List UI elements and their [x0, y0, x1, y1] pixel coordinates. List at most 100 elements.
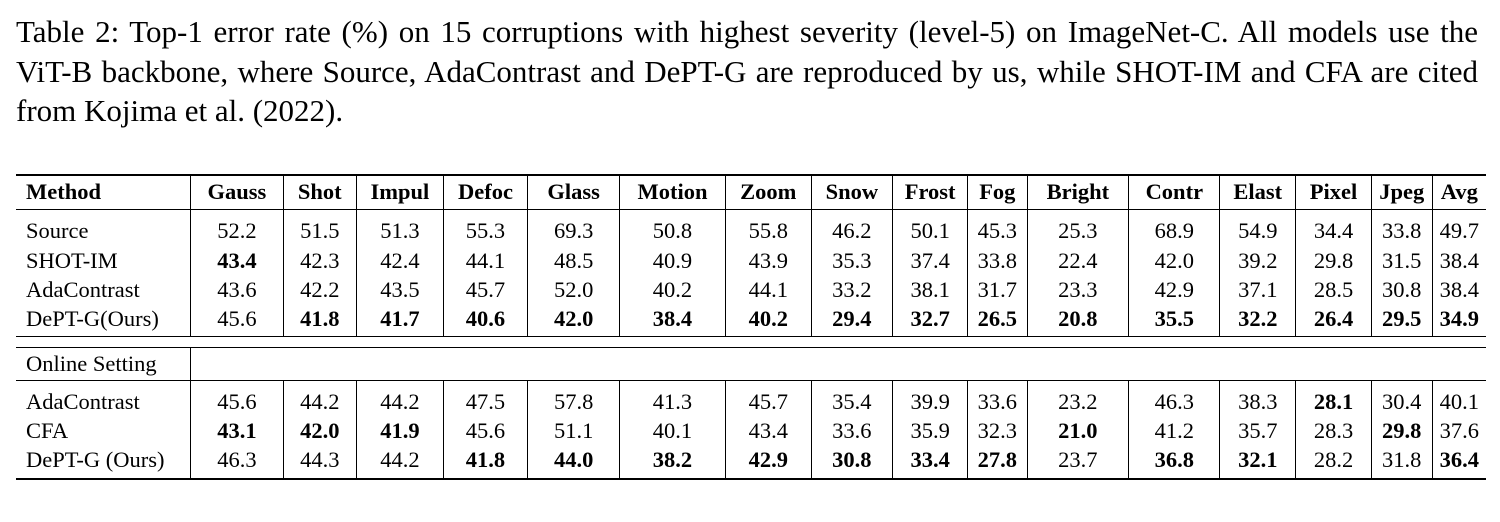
value-cell-motion: 40.2 [618, 274, 726, 305]
value-cell-shot: 42.2 [282, 274, 357, 305]
value-cell-jpeg: 31.8 [1370, 445, 1433, 480]
value-cell-shot: 41.8 [282, 304, 357, 338]
column-header-avg: Avg [1431, 174, 1486, 211]
column-header-frost: Frost [892, 174, 968, 211]
value-cell-defoc: 44.1 [442, 245, 528, 275]
value-cell-motion: 41.3 [618, 380, 726, 417]
value-cell-gauss: 45.6 [190, 380, 283, 417]
value-cell-motion: 40.1 [618, 416, 726, 446]
table-row: Source 52.2 51.5 51.3 55.3 69.3 50.8 55.8 46.2 50… [16, 209, 1486, 246]
value-cell-jpeg: 31.5 [1370, 245, 1433, 275]
value-cell-impul: 43.5 [356, 274, 444, 305]
method-cell: CFA [26, 418, 69, 444]
value-cell-frost: 50.1 [892, 209, 968, 246]
value-cell-gauss: 45.6 [190, 304, 283, 338]
value-cell-defoc: 47.5 [442, 380, 528, 417]
value-cell-avg: 37.6 [1431, 416, 1486, 446]
table-row: CFA 43.1 42.0 41.9 45.6 51.1 40.1 43.4 33.6 35.9 3… [16, 416, 1486, 446]
value-cell-glass: 51.1 [527, 416, 620, 446]
value-cell-bright: 20.8 [1026, 304, 1129, 338]
value-cell-impul: 41.7 [356, 304, 444, 338]
column-header-shot: Shot [282, 174, 357, 211]
value-cell-gauss: 46.3 [190, 445, 283, 480]
value-cell-pixel: 34.4 [1295, 209, 1372, 246]
value-cell-motion: 38.4 [618, 304, 726, 338]
value-cell-pixel: 28.3 [1295, 416, 1372, 446]
value-cell-fog: 31.7 [967, 274, 1027, 305]
value-cell-zoom: 42.9 [724, 445, 812, 480]
value-cell-defoc: 41.8 [442, 445, 528, 480]
value-cell-snow: 33.6 [810, 416, 893, 446]
value-cell-shot: 42.0 [282, 416, 357, 446]
method-cell: Source [26, 218, 89, 244]
column-header-bright: Bright [1026, 174, 1129, 211]
value-cell-pixel: 26.4 [1295, 304, 1372, 338]
results-table-container: Method Gauss Shot Impul Defoc Glass Motion Zoom… [16, 174, 1486, 480]
value-cell-shot: 44.3 [282, 445, 357, 480]
value-cell-motion: 38.2 [618, 445, 726, 480]
value-cell-fog: 33.8 [967, 245, 1027, 275]
value-cell-zoom: 55.8 [724, 209, 812, 246]
results-table: Method Gauss Shot Impul Defoc Glass Motion Zoom… [16, 174, 1486, 480]
table-row: SHOT-IM 43.4 42.3 42.4 44.1 48.5 40.9 43.9 35.3 3… [16, 245, 1486, 275]
value-cell-fog: 45.3 [967, 209, 1027, 246]
column-header-contr: Contr [1128, 174, 1220, 211]
value-cell-bright: 23.2 [1026, 380, 1129, 417]
method-cell: AdaContrast [26, 276, 140, 302]
value-cell-fog: 27.8 [967, 445, 1027, 480]
value-cell-zoom: 45.7 [724, 380, 812, 417]
value-cell-defoc: 40.6 [442, 304, 528, 338]
column-header-gauss: Gauss [190, 174, 283, 211]
value-cell-jpeg: 29.8 [1370, 416, 1433, 446]
value-cell-pixel: 28.5 [1295, 274, 1372, 305]
value-cell-contr: 36.8 [1128, 445, 1220, 480]
column-header-jpeg: Jpeg [1370, 174, 1433, 211]
column-header-zoom: Zoom [724, 174, 812, 211]
value-cell-elast: 38.3 [1219, 380, 1296, 417]
value-cell-avg: 49.7 [1431, 209, 1486, 246]
column-header-glass: Glass [527, 174, 620, 211]
value-cell-snow: 33.2 [810, 274, 893, 305]
table-row: AdaContrast 43.6 42.2 43.5 45.7 52.0 40.2 44.1 3… [16, 274, 1486, 305]
value-cell-avg: 36.4 [1431, 445, 1486, 480]
value-cell-gauss: 43.4 [190, 245, 283, 275]
value-cell-elast: 39.2 [1219, 245, 1296, 275]
value-cell-contr: 41.2 [1128, 416, 1220, 446]
column-header-defoc: Defoc [442, 174, 528, 211]
value-cell-elast: 54.9 [1219, 209, 1296, 246]
value-cell-avg: 40.1 [1431, 380, 1486, 417]
value-cell-jpeg: 33.8 [1370, 209, 1433, 246]
value-cell-elast: 37.1 [1219, 274, 1296, 305]
value-cell-bright: 23.7 [1026, 445, 1129, 480]
value-cell-glass: 48.5 [527, 245, 620, 275]
value-cell-jpeg: 30.8 [1370, 274, 1433, 305]
value-cell-impul: 41.9 [356, 416, 444, 446]
value-cell-impul: 44.2 [356, 380, 444, 417]
value-cell-avg: 38.4 [1431, 274, 1486, 305]
value-cell-contr: 42.9 [1128, 274, 1220, 305]
value-cell-motion: 50.8 [618, 209, 726, 246]
method-cell: DePT-G(Ours) [16, 304, 191, 338]
section-gap [16, 337, 1486, 348]
value-cell-snow: 29.4 [810, 304, 893, 338]
value-cell-glass: 44.0 [527, 445, 620, 480]
method-cell: DePT-G (Ours) [16, 445, 191, 480]
value-cell-fog: 32.3 [967, 416, 1027, 446]
column-header-impul: Impul [356, 174, 444, 211]
online-setting-row: Online Setting [16, 347, 1486, 381]
value-cell-impul: 51.3 [356, 209, 444, 246]
value-cell-frost: 32.7 [892, 304, 968, 338]
value-cell-defoc: 55.3 [442, 209, 528, 246]
value-cell-impul: 42.4 [356, 245, 444, 275]
value-cell-impul: 44.2 [356, 445, 444, 480]
online-setting-label: Online Setting [16, 347, 191, 381]
value-cell-shot: 44.2 [282, 380, 357, 417]
value-cell-zoom: 43.4 [724, 416, 812, 446]
value-cell-frost: 35.9 [892, 416, 968, 446]
value-cell-gauss: 43.6 [190, 274, 283, 305]
value-cell-contr: 35.5 [1128, 304, 1220, 338]
value-cell-frost: 37.4 [892, 245, 968, 275]
value-cell-avg: 38.4 [1431, 245, 1486, 275]
value-cell-contr: 68.9 [1128, 209, 1220, 246]
value-cell-bright: 21.0 [1026, 416, 1129, 446]
